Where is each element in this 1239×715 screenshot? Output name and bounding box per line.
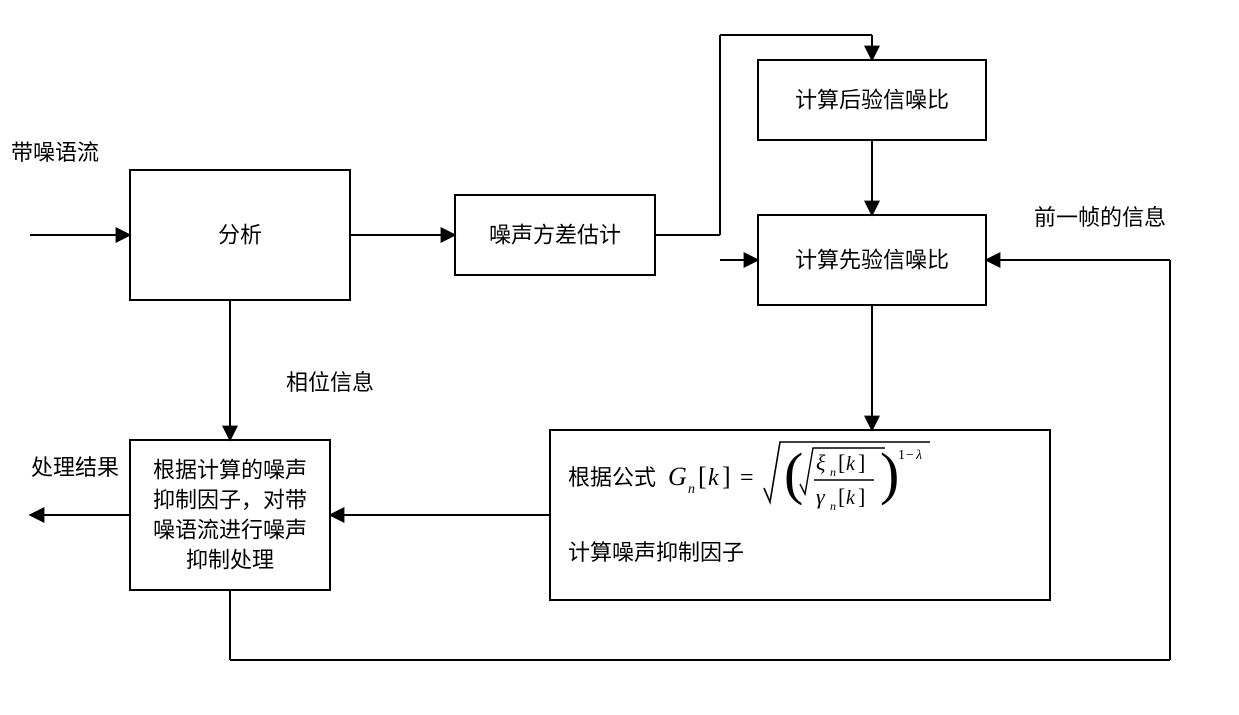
svg-text:): ) — [880, 441, 899, 506]
label-suppress-line3: 抑制处理 — [186, 548, 274, 573]
svg-text:γ: γ — [816, 484, 826, 509]
svg-text:k: k — [708, 465, 719, 491]
svg-text:]: ] — [858, 484, 865, 509]
free-label-output: 处理结果 — [31, 455, 119, 480]
label-suppress-line0: 根据计算的噪声 — [153, 458, 307, 483]
svg-text:λ: λ — [915, 448, 922, 463]
free-label-input: 带噪语流 — [11, 140, 99, 165]
svg-text:(: ( — [784, 441, 803, 506]
label-suppress-line1: 抑制因子，对带 — [153, 488, 307, 513]
free-label-prev_frame: 前一帧的信息 — [1034, 205, 1166, 230]
svg-text:k: k — [846, 453, 856, 475]
label-noise-variance: 噪声方差估计 — [489, 223, 621, 248]
svg-text:G: G — [668, 462, 687, 491]
svg-text:[: [ — [838, 450, 845, 475]
svg-text:n: n — [688, 482, 695, 497]
free-label-phase_info: 相位信息 — [286, 370, 374, 395]
label-formula-prefix: 根据公式 — [568, 465, 656, 490]
svg-text:[: [ — [698, 462, 707, 491]
svg-text:]: ] — [858, 450, 865, 475]
label-posterior-snr: 计算后验信噪比 — [795, 88, 949, 113]
label-analysis: 分析 — [218, 223, 262, 248]
svg-text:n: n — [830, 499, 836, 513]
label-suppress-line2: 噪语流进行噪声 — [153, 518, 307, 543]
svg-text:ξ: ξ — [816, 450, 826, 475]
svg-text:]: ] — [722, 462, 731, 491]
label-formula-line2: 计算噪声抑制因子 — [568, 540, 744, 565]
svg-text:k: k — [846, 487, 856, 509]
svg-text:n: n — [830, 465, 836, 479]
svg-text:[: [ — [838, 484, 845, 509]
label-prior-snr: 计算先验信噪比 — [795, 248, 949, 273]
svg-text:−: − — [906, 448, 914, 463]
svg-text:=: = — [740, 465, 754, 491]
svg-text:1: 1 — [898, 448, 905, 463]
